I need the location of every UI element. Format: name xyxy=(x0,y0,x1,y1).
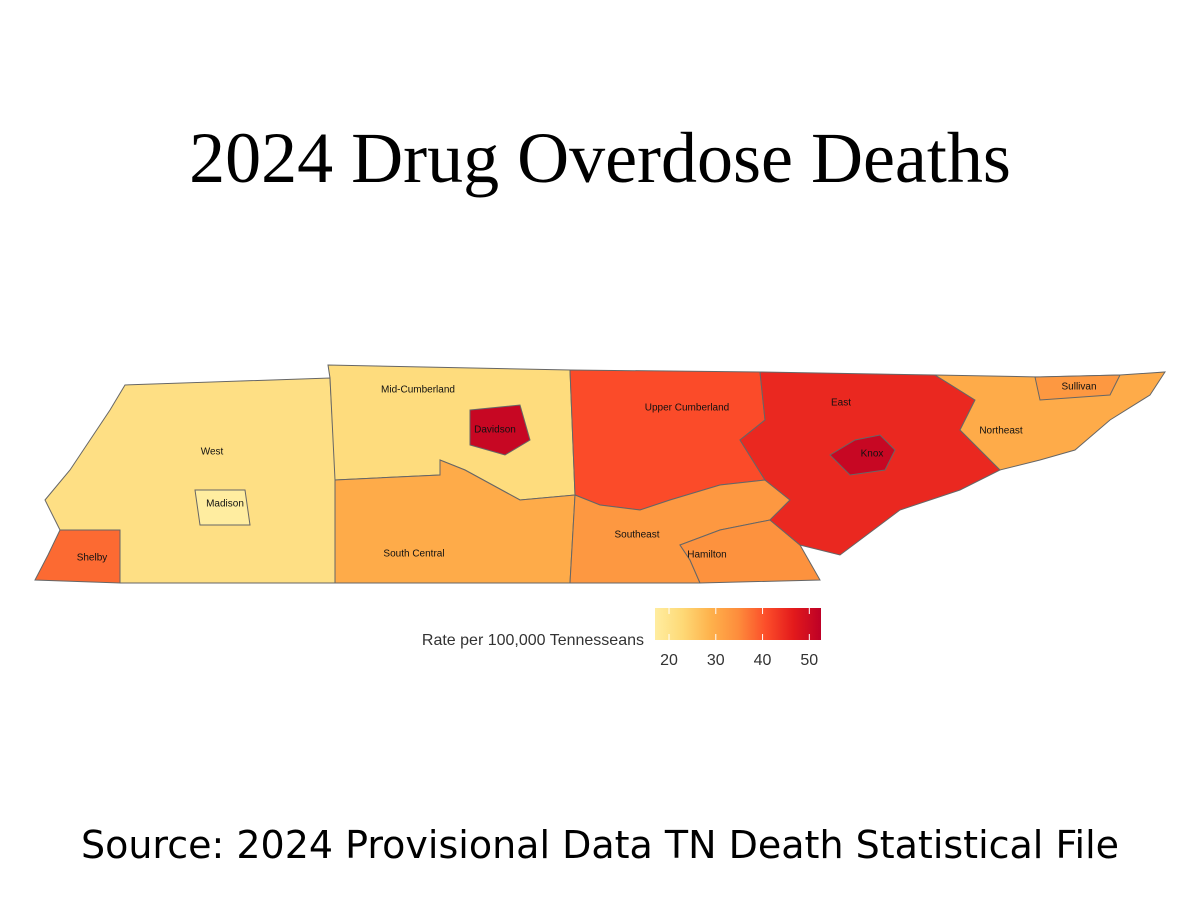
region-label: Madison xyxy=(206,499,244,510)
region-label: Knox xyxy=(861,449,884,460)
region-label: Davidson xyxy=(474,425,516,436)
region-label: Northeast xyxy=(979,426,1023,437)
legend-tick-label: 30 xyxy=(707,652,725,669)
region xyxy=(334,459,576,584)
region xyxy=(829,434,896,476)
region xyxy=(194,489,251,526)
map xyxy=(34,364,1166,584)
region-label: Hamilton xyxy=(687,550,726,561)
region-label: Upper Cumberland xyxy=(645,403,730,414)
region-label: Sullivan xyxy=(1061,382,1096,393)
region-label: Mid-Cumberland xyxy=(381,385,455,396)
legend-tick-label: 40 xyxy=(754,652,772,669)
map-title: 2024 Drug Overdose Deaths xyxy=(189,118,1011,198)
region-label: West xyxy=(201,447,224,458)
legend-colorbar xyxy=(655,608,821,640)
legend-tick-label: 50 xyxy=(800,652,818,669)
region-label: East xyxy=(831,398,851,409)
region xyxy=(1034,374,1121,401)
region-labels: West Madison Shelby Mid-Cumberland Davidson S… xyxy=(77,382,1097,564)
legend: Rate per 100,000 Tennesseans 20 30 40 50 xyxy=(422,608,821,669)
source-note: Source: 2024 Provisional Data TN Death S… xyxy=(81,823,1119,867)
region xyxy=(34,529,121,584)
region-label: Southeast xyxy=(614,530,659,541)
region-label: Shelby xyxy=(77,553,108,564)
region xyxy=(469,404,531,456)
legend-tick-label: 20 xyxy=(660,652,678,669)
region-label: South Central xyxy=(383,549,444,560)
legend-title: Rate per 100,000 Tennesseans xyxy=(422,632,644,649)
region xyxy=(679,519,821,584)
